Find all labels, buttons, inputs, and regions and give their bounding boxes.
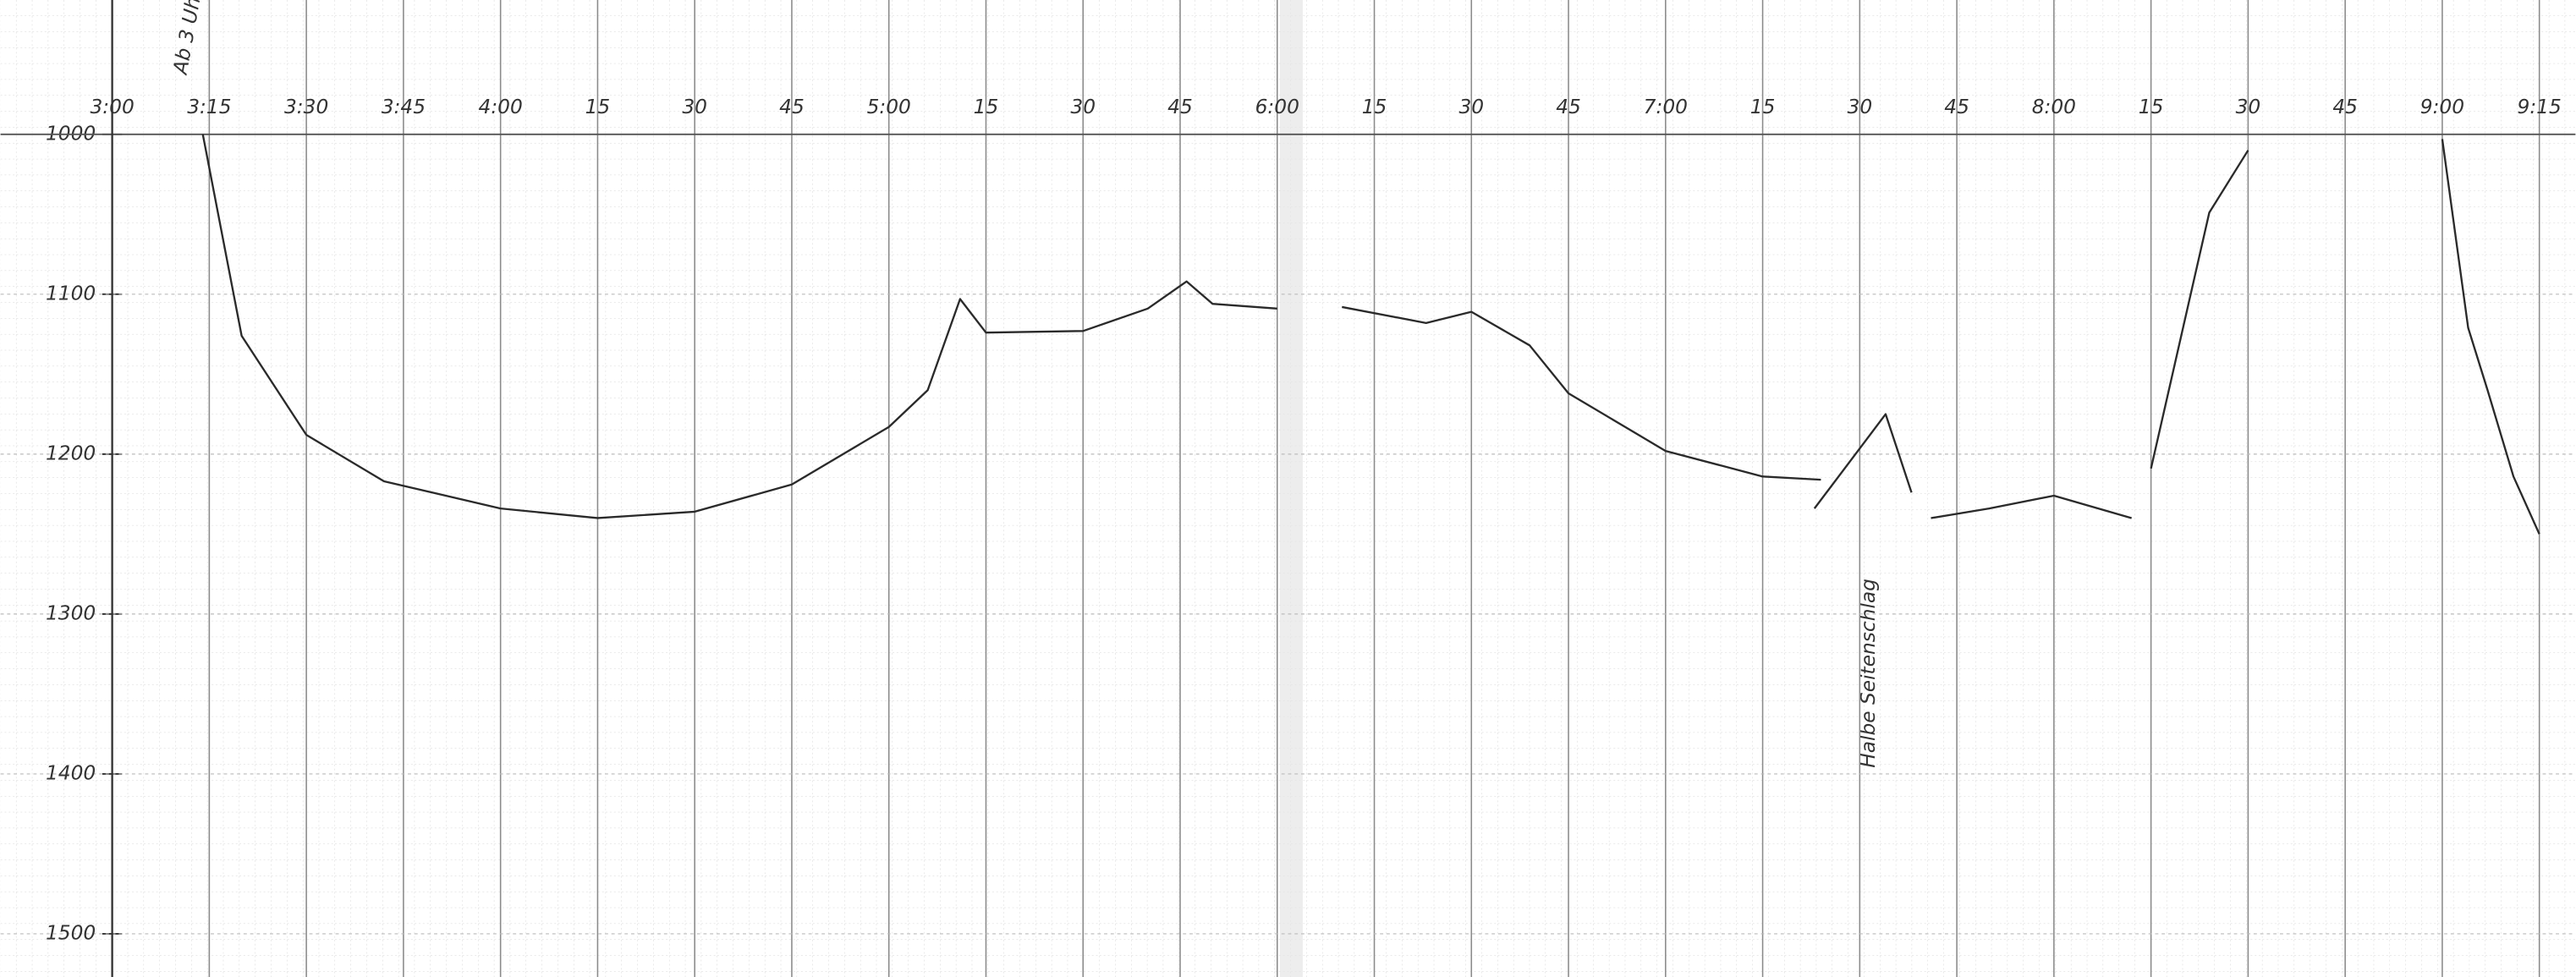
depth-line — [201, 134, 2540, 535]
x-tick-label: 8:00 — [2032, 96, 2076, 118]
x-tick-label: 45 — [2332, 96, 2358, 118]
y-tick-label: 1300 — [46, 601, 96, 624]
x-tick-label: 9:00 — [2420, 96, 2464, 118]
x-tick-label: 30 — [1458, 96, 1484, 118]
y-tick-label: 1500 — [46, 921, 96, 944]
x-tick-label: 45 — [779, 96, 805, 118]
x-tick-label: 15 — [974, 96, 999, 118]
annotation: Halbe Seitenschlag — [1857, 579, 1880, 768]
x-tick-label: 3:45 — [382, 96, 426, 118]
x-tick-label: 3:30 — [284, 96, 328, 118]
x-tick-label: 30 — [682, 96, 707, 118]
x-tick-label: 7:00 — [1644, 96, 1688, 118]
paper-fold — [1279, 0, 1303, 977]
x-tick-label: 30 — [1848, 96, 1873, 118]
x-tick-label: 30 — [1070, 96, 1096, 118]
x-tick-label: 3:15 — [187, 96, 231, 118]
y-tick-label: 1400 — [46, 761, 96, 784]
x-tick-label: 15 — [1362, 96, 1387, 118]
x-tick-label: 15 — [2139, 96, 2164, 118]
x-tick-label: 45 — [1556, 96, 1581, 118]
x-tick-label: 5:00 — [867, 96, 911, 118]
x-tick-label: 4:00 — [479, 96, 523, 118]
x-tick-label: 6:00 — [1255, 96, 1299, 118]
y-tick-label: 1200 — [46, 442, 96, 464]
x-tick-label: 9:15 — [2518, 96, 2562, 118]
x-tick-label: 30 — [2236, 96, 2261, 118]
x-tick-label: 15 — [585, 96, 611, 118]
y-tick-label: 1000 — [46, 122, 96, 145]
x-tick-label: 45 — [1167, 96, 1193, 118]
x-tick-label: 45 — [1944, 96, 1969, 118]
x-tick-label: 15 — [1750, 96, 1776, 118]
y-tick-label: 1100 — [46, 282, 96, 305]
